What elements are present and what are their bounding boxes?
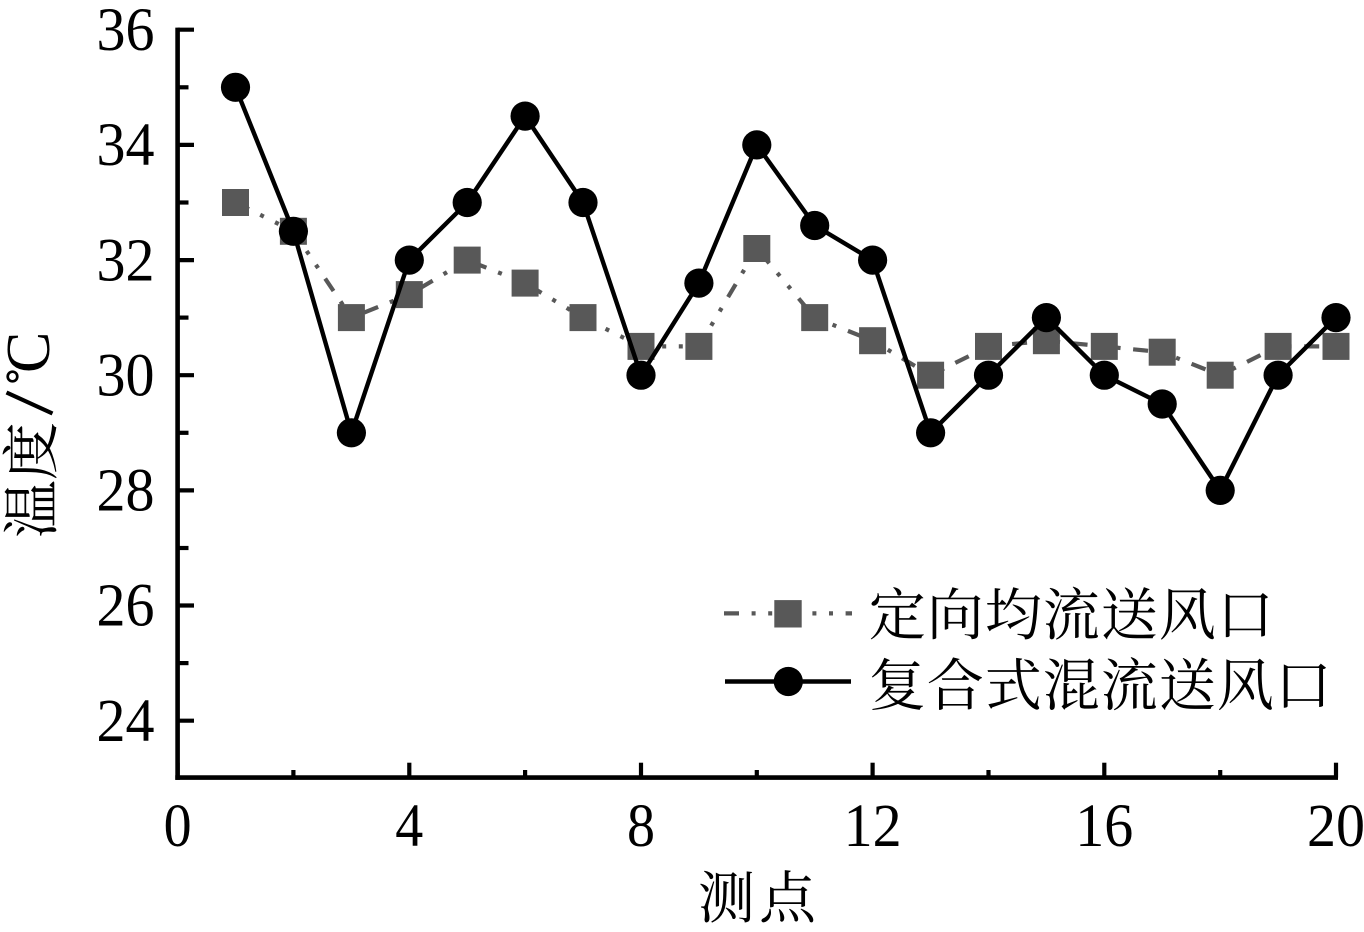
svg-text:16: 16	[1075, 793, 1133, 860]
svg-text:28: 28	[97, 458, 155, 525]
svg-text:12: 12	[844, 793, 902, 860]
svg-text:32: 32	[97, 227, 155, 294]
svg-text:30: 30	[97, 342, 155, 409]
svg-text:8: 8	[627, 793, 655, 860]
svg-text:36: 36	[97, 0, 155, 64]
svg-text:0: 0	[164, 793, 192, 860]
svg-text:24: 24	[97, 688, 155, 755]
svg-text:26: 26	[97, 573, 155, 640]
svg-text:34: 34	[97, 112, 155, 179]
svg-text:4: 4	[395, 793, 423, 860]
svg-text:C: C	[0, 332, 63, 373]
svg-text:20: 20	[1307, 793, 1364, 860]
